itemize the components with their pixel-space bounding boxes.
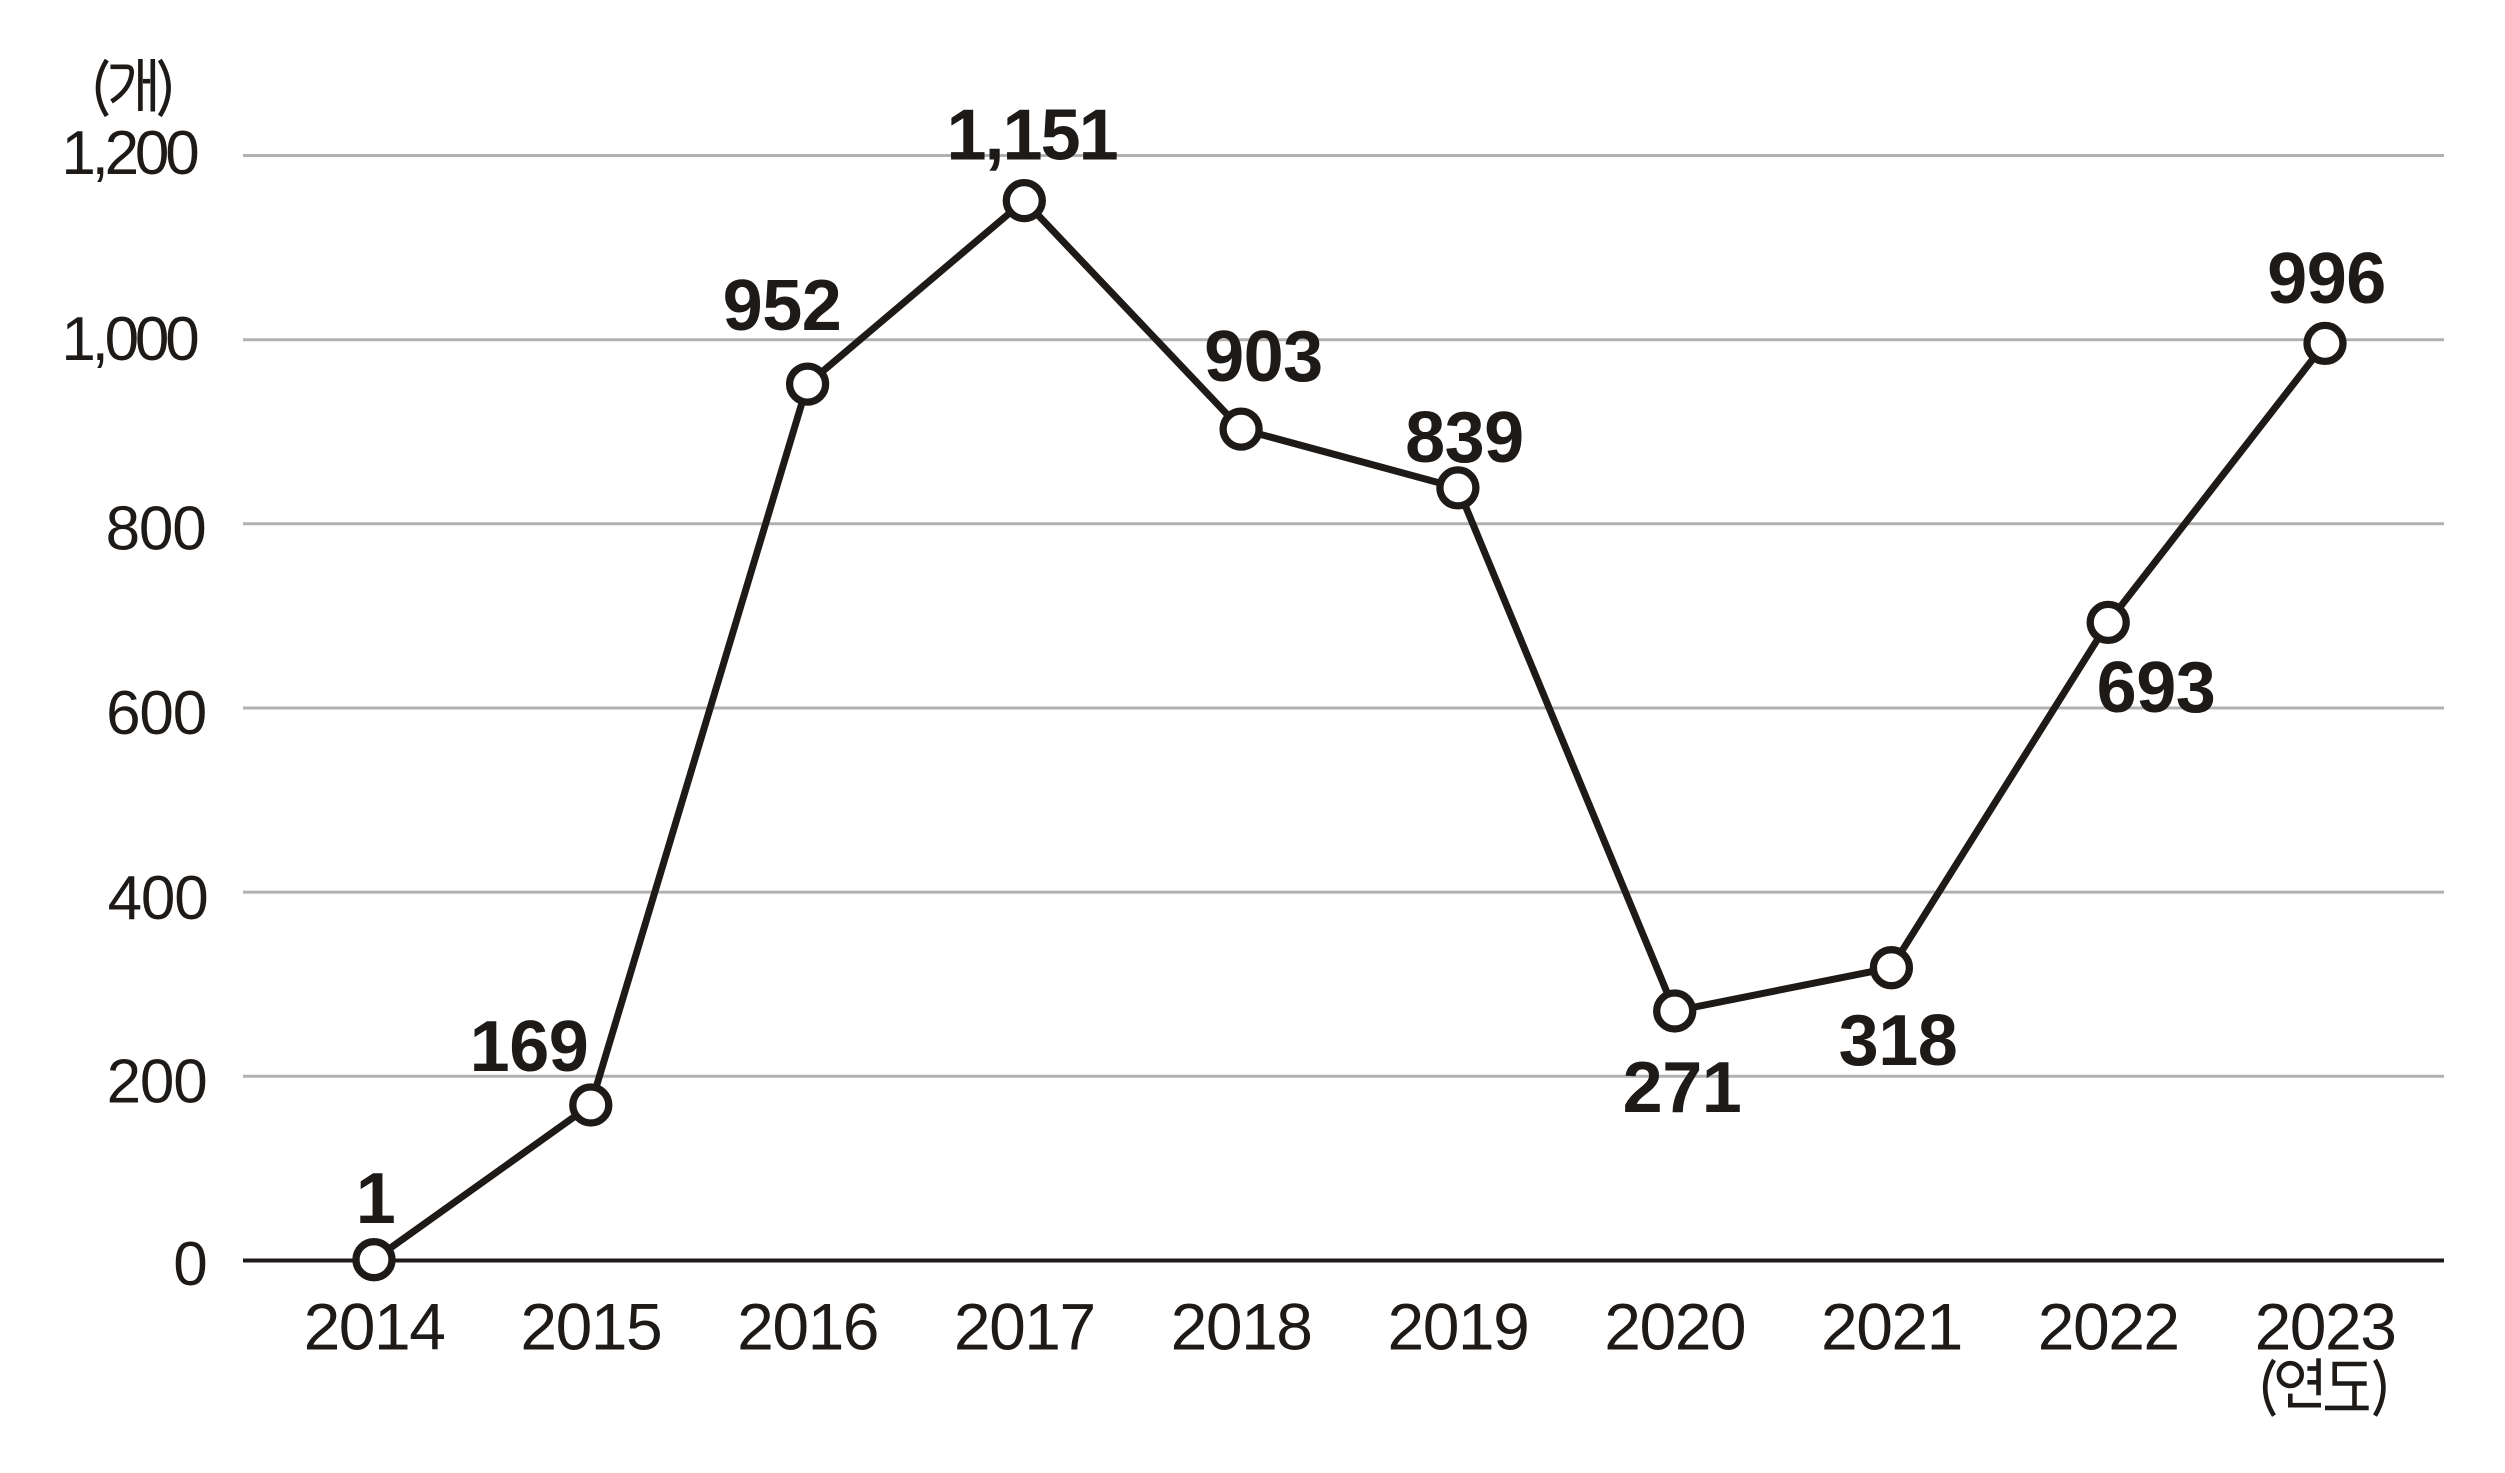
svg-text:2014: 2014	[304, 1290, 445, 1364]
svg-text:0: 0	[173, 1230, 206, 1299]
svg-text:839: 839	[1405, 398, 1524, 478]
svg-text:1,200: 1,200	[61, 119, 198, 188]
svg-text:2019: 2019	[1387, 1290, 1528, 1364]
svg-text:318: 318	[1839, 1001, 1958, 1081]
svg-text:1,000: 1,000	[61, 305, 198, 374]
svg-text:2020: 2020	[1604, 1290, 1745, 1364]
svg-text:996: 996	[2267, 239, 2386, 319]
svg-text:200: 200	[107, 1048, 207, 1117]
svg-text:693: 693	[2097, 648, 2216, 728]
svg-text:2015: 2015	[520, 1290, 661, 1364]
svg-text:952: 952	[723, 266, 842, 346]
svg-text:2022: 2022	[2038, 1290, 2179, 1364]
svg-text:400: 400	[108, 864, 208, 933]
svg-text:903: 903	[1204, 317, 1323, 397]
svg-text:2016: 2016	[737, 1290, 878, 1364]
svg-text:800: 800	[106, 495, 206, 564]
svg-text:271: 271	[1623, 1048, 1742, 1128]
svg-text:1,151: 1,151	[947, 96, 1118, 176]
svg-text:600: 600	[106, 679, 206, 748]
svg-text:2018: 2018	[1171, 1290, 1312, 1364]
svg-text:169: 169	[470, 1007, 589, 1087]
svg-text:2017: 2017	[954, 1290, 1095, 1364]
svg-text:1: 1	[356, 1159, 396, 1239]
svg-text:2021: 2021	[1821, 1290, 1962, 1364]
svg-text:2023: 2023	[2255, 1290, 2396, 1364]
